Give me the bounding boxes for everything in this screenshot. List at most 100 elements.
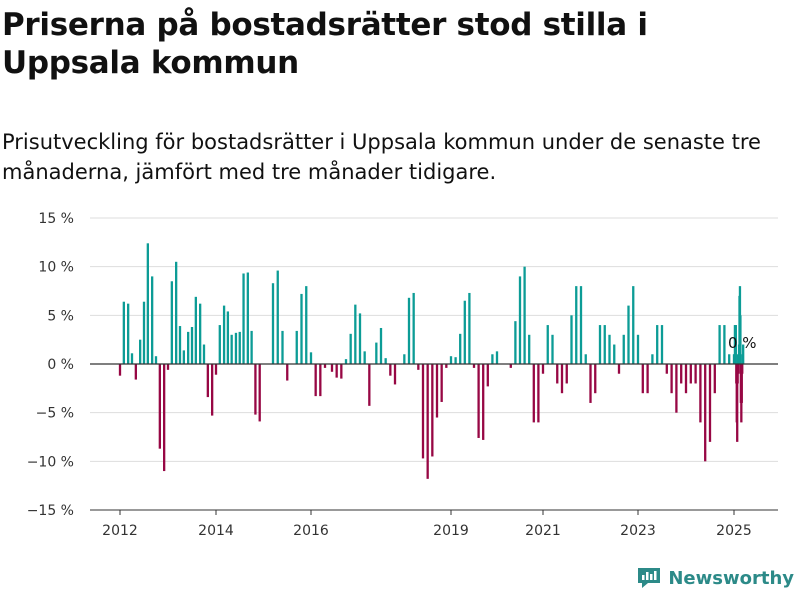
bar xyxy=(295,330,298,364)
bar xyxy=(122,301,125,364)
bar xyxy=(151,276,154,364)
bar xyxy=(613,344,616,364)
bar xyxy=(354,304,357,364)
bar xyxy=(641,364,644,394)
bar xyxy=(276,270,279,364)
bar xyxy=(421,364,425,459)
bar xyxy=(495,351,499,364)
bar xyxy=(211,364,214,416)
bar xyxy=(736,364,739,384)
bar xyxy=(537,364,540,423)
bar xyxy=(281,330,284,364)
bar xyxy=(206,364,209,398)
y-tick-label: −5 % xyxy=(36,406,74,422)
bar xyxy=(426,364,429,479)
bar xyxy=(175,261,178,364)
bar xyxy=(704,364,707,462)
bar xyxy=(541,364,545,374)
bar xyxy=(435,364,439,418)
bar xyxy=(139,339,142,364)
bar xyxy=(375,342,378,364)
bar xyxy=(680,364,683,384)
bar xyxy=(127,303,130,364)
bar xyxy=(271,283,275,364)
bar xyxy=(699,364,702,423)
bar xyxy=(608,334,611,364)
bar xyxy=(330,364,334,372)
bar xyxy=(532,364,535,423)
bar xyxy=(560,364,564,394)
bar xyxy=(636,334,640,364)
bar xyxy=(689,364,692,384)
x-tick-label: 2025 xyxy=(716,523,752,539)
bar xyxy=(230,334,233,364)
bar xyxy=(417,364,420,370)
y-tick-label: 5 % xyxy=(47,308,74,324)
x-tick-label: 2019 xyxy=(433,523,469,539)
bar xyxy=(570,315,573,364)
bar xyxy=(187,331,190,364)
bar xyxy=(723,325,726,364)
bar xyxy=(182,350,185,364)
bar xyxy=(142,301,146,364)
bar xyxy=(598,325,602,364)
bar xyxy=(190,327,194,364)
bar xyxy=(656,325,659,364)
chart-title: Priserna på bostadsrätter stod stilla i … xyxy=(2,7,648,81)
bar xyxy=(379,327,383,364)
y-tick-label: −10 % xyxy=(27,454,74,470)
bar xyxy=(344,359,348,364)
x-tick-label: 2021 xyxy=(525,523,561,539)
bar xyxy=(575,286,578,364)
bar xyxy=(741,364,744,374)
bar xyxy=(651,354,654,364)
x-tick-label: 2014 xyxy=(198,523,234,539)
bar xyxy=(349,333,352,364)
axis-labels: 15 % 10 % 5 % 0 % −5 % −10 % −15 % 2012 2014 2016… xyxy=(27,211,757,539)
x-tick-label: 2016 xyxy=(293,523,329,539)
bar xyxy=(218,325,221,364)
bar xyxy=(440,364,443,402)
bar xyxy=(551,334,554,364)
bar xyxy=(146,243,149,364)
bar xyxy=(632,286,635,364)
bar xyxy=(740,364,743,403)
bar xyxy=(319,364,322,397)
bar xyxy=(670,364,673,394)
bar xyxy=(407,297,411,364)
bar xyxy=(166,364,170,370)
bar xyxy=(518,276,522,364)
bar xyxy=(523,266,526,364)
bar xyxy=(134,364,137,380)
bar xyxy=(199,303,202,364)
bar xyxy=(258,364,261,422)
newsworthy-logo[interactable]: Newsworthy xyxy=(636,564,794,592)
bar xyxy=(665,364,668,374)
bar xyxy=(202,344,206,364)
bar xyxy=(403,354,406,364)
bar xyxy=(468,292,471,364)
bar xyxy=(178,326,182,364)
bar xyxy=(477,364,480,438)
bar xyxy=(384,358,387,364)
bar xyxy=(482,364,485,440)
bar xyxy=(694,364,697,384)
bar xyxy=(737,364,740,374)
chart-subtitle: Prisutveckling för bostadsrätter i Uppsa… xyxy=(2,130,761,184)
y-tick-label: 15 % xyxy=(38,211,74,227)
bar xyxy=(449,356,453,364)
x-tick-label: 2023 xyxy=(620,523,656,539)
bar xyxy=(363,351,366,364)
bar xyxy=(708,364,712,442)
bar xyxy=(514,321,517,364)
bar xyxy=(459,333,462,364)
bar xyxy=(627,305,630,364)
bar xyxy=(589,364,592,403)
bar xyxy=(393,364,397,385)
bar xyxy=(509,364,512,368)
bar xyxy=(556,364,559,384)
bars xyxy=(118,243,745,479)
bar xyxy=(739,315,742,364)
bar xyxy=(546,325,549,364)
